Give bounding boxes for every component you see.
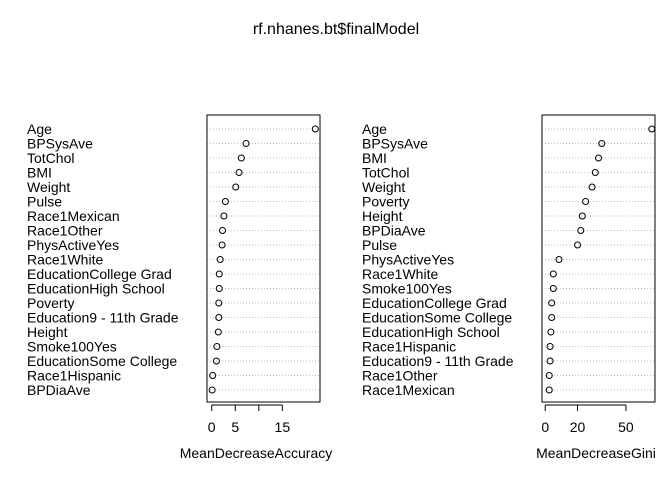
category-label: EducationSome College <box>362 310 512 326</box>
category-label: BMI <box>362 150 387 166</box>
data-point <box>214 328 222 336</box>
category-label: Education9 - 11th Grade <box>362 353 514 369</box>
x-axis-title: MeanDecreaseAccuracy <box>180 445 333 461</box>
data-point <box>213 343 221 350</box>
accuracy-panel: AgeBPSysAveTotCholBMIWeightPulseRace1Mex… <box>27 114 333 461</box>
data-point <box>588 183 596 191</box>
data-point <box>237 154 245 162</box>
x-tick-label: 50 <box>618 419 634 435</box>
gini-panel: AgeBPSysAveBMITotCholWeightPovertyHeight… <box>362 114 656 461</box>
category-label: BPDiaAve <box>27 382 91 398</box>
category-label: Weight <box>27 179 70 195</box>
data-point <box>242 140 250 147</box>
category-label: Race1Hispanic <box>362 339 456 355</box>
x-tick-label: 20 <box>570 419 586 435</box>
data-point <box>574 241 582 249</box>
category-label: Race1Other <box>27 223 103 239</box>
category-label: Race1Mexican <box>362 382 455 398</box>
data-point <box>546 343 554 350</box>
data-point <box>311 125 319 133</box>
category-label: EducationCollege Grad <box>362 295 507 311</box>
data-point <box>545 386 553 394</box>
x-axis-title: MeanDecreaseGini <box>536 445 656 461</box>
category-label: TotChol <box>362 165 409 181</box>
data-point <box>549 270 557 278</box>
x-tick-label: 15 <box>275 419 291 435</box>
x-tick-label: 5 <box>231 419 239 435</box>
category-label: Race1Mexican <box>27 208 120 224</box>
category-label: BMI <box>27 165 52 181</box>
data-point <box>591 169 599 176</box>
data-point <box>598 140 606 147</box>
data-point <box>595 154 602 162</box>
data-point <box>215 285 223 292</box>
category-label: EducationHigh School <box>27 281 165 297</box>
category-label: Age <box>362 121 387 137</box>
category-label: Height <box>362 208 403 224</box>
category-label: PhysActiveYes <box>27 237 119 253</box>
category-label: Weight <box>362 179 405 195</box>
category-label: EducationSome College <box>27 353 177 369</box>
category-label: TotChol <box>27 150 74 166</box>
category-label: PhysActiveYes <box>362 252 454 268</box>
category-label: Pulse <box>362 237 397 253</box>
category-label: EducationHigh School <box>362 324 500 340</box>
data-point <box>220 212 228 220</box>
data-point <box>212 357 220 365</box>
data-point <box>577 227 585 234</box>
x-tick-label: 0 <box>208 419 216 435</box>
data-point <box>548 299 556 307</box>
category-label: Smoke100Yes <box>362 281 452 297</box>
category-label: Height <box>27 324 68 340</box>
chart-title: rf.nhanes.bt$finalModel <box>253 21 419 38</box>
category-label: Race1White <box>362 266 438 282</box>
category-label: Age <box>27 121 52 137</box>
category-label: BPSysAve <box>27 136 93 152</box>
data-point <box>555 256 563 263</box>
data-point <box>215 270 223 278</box>
data-point <box>215 314 223 321</box>
plot-frame <box>541 114 656 403</box>
data-point <box>549 285 557 292</box>
category-label: Race1Hispanic <box>27 368 121 384</box>
data-point <box>578 212 586 220</box>
data-point <box>216 256 224 263</box>
data-point <box>208 386 216 394</box>
plot-frame <box>206 114 321 403</box>
data-point <box>219 227 227 234</box>
category-label: Race1Other <box>362 368 438 384</box>
category-label: Pulse <box>27 194 62 210</box>
category-label: Smoke100Yes <box>27 339 117 355</box>
category-label: Race1White <box>27 252 103 268</box>
data-point <box>545 372 553 379</box>
data-point <box>546 357 554 365</box>
data-point <box>215 299 223 307</box>
category-label: BPSysAve <box>362 136 428 152</box>
category-label: BPDiaAve <box>362 223 426 239</box>
data-point <box>232 183 240 191</box>
data-point <box>218 241 226 249</box>
category-label: Poverty <box>27 295 74 311</box>
x-tick-label: 0 <box>541 419 549 435</box>
data-point <box>548 314 556 321</box>
data-point <box>209 372 217 379</box>
data-point <box>221 198 229 205</box>
data-point <box>235 169 243 176</box>
data-point <box>547 328 555 336</box>
category-label: Education9 - 11th Grade <box>27 310 179 326</box>
category-label: Poverty <box>362 194 409 210</box>
category-label: EducationCollege Grad <box>27 266 172 282</box>
data-point <box>582 198 590 205</box>
